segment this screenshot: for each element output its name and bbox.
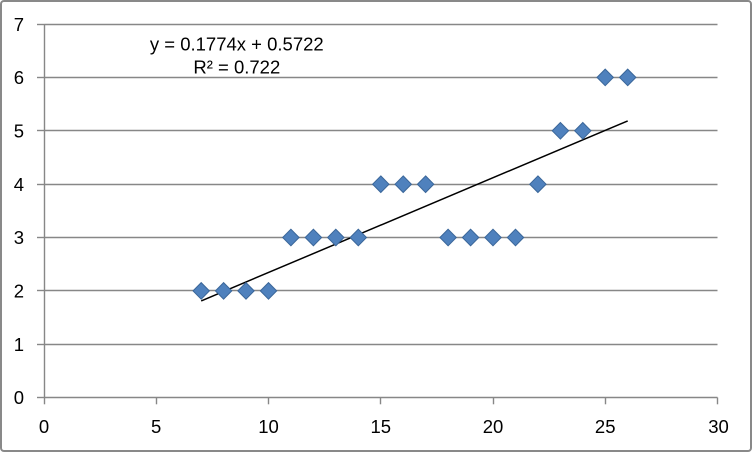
svg-text:10: 10 (258, 416, 279, 437)
svg-text:2: 2 (14, 281, 24, 302)
svg-text:1: 1 (14, 334, 24, 355)
svg-text:25: 25 (595, 416, 616, 437)
svg-text:30: 30 (708, 416, 729, 437)
svg-text:0: 0 (39, 416, 49, 437)
svg-text:0: 0 (14, 387, 24, 408)
svg-text:R² = 0.722: R² = 0.722 (193, 57, 280, 78)
svg-text:4: 4 (14, 174, 24, 195)
svg-text:y = 0.1774x + 0.5722: y = 0.1774x + 0.5722 (150, 34, 324, 55)
svg-text:6: 6 (14, 67, 24, 88)
svg-text:3: 3 (14, 227, 24, 248)
svg-text:15: 15 (371, 416, 392, 437)
svg-text:7: 7 (14, 14, 24, 35)
svg-text:20: 20 (483, 416, 504, 437)
svg-text:5: 5 (151, 416, 161, 437)
svg-text:5: 5 (14, 121, 24, 142)
